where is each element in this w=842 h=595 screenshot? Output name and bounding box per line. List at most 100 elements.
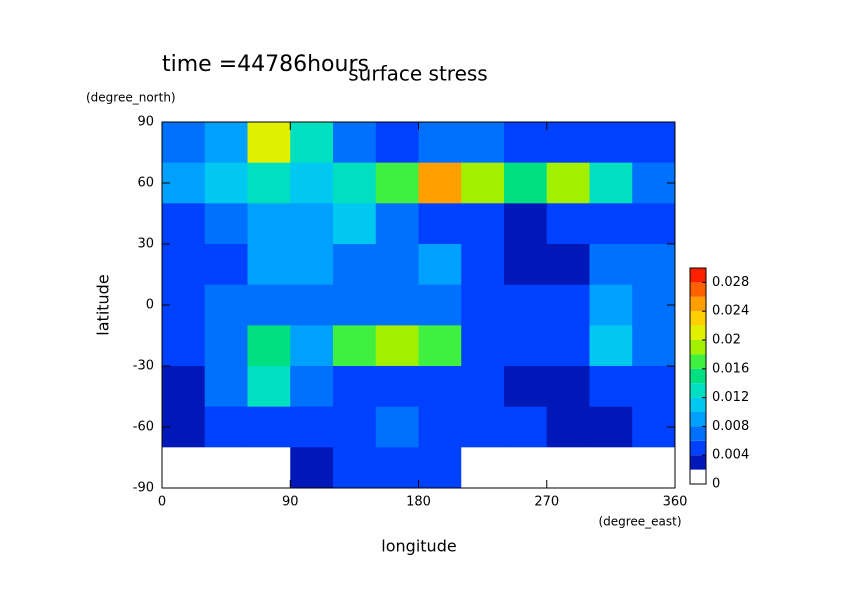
cell xyxy=(504,122,548,164)
x-unit: (degree_east) xyxy=(598,515,681,529)
y-unit: (degree_north) xyxy=(86,91,176,105)
cell xyxy=(418,122,462,164)
cell xyxy=(333,244,377,286)
colorbar-band xyxy=(690,469,706,484)
cell xyxy=(589,366,633,408)
cell xyxy=(375,406,419,448)
cell xyxy=(546,203,590,245)
cell xyxy=(546,284,590,326)
x-tick-label: 90 xyxy=(282,495,299,510)
cell xyxy=(290,406,334,448)
colorbar-band xyxy=(690,368,706,384)
cell xyxy=(290,162,334,204)
colorbar-band xyxy=(690,325,706,340)
cell xyxy=(204,447,248,489)
cell xyxy=(418,203,462,245)
y-tick-label: -90 xyxy=(133,481,154,496)
x-tick-label: 0 xyxy=(158,495,166,510)
cell xyxy=(333,203,377,245)
cell xyxy=(461,162,505,204)
cell xyxy=(504,406,548,448)
cell xyxy=(247,325,291,367)
cell xyxy=(375,325,419,367)
colorbar-band xyxy=(690,340,706,355)
y-tick-label: -30 xyxy=(133,359,154,374)
cell xyxy=(461,325,505,367)
cell xyxy=(504,244,548,286)
y-tick-label: 90 xyxy=(137,115,154,130)
cell xyxy=(504,162,548,204)
y-tick-label: 0 xyxy=(146,298,154,313)
colorbar-band xyxy=(690,311,706,326)
colorbar-tick-label: 0.004 xyxy=(712,448,749,463)
cell xyxy=(589,447,633,489)
cell xyxy=(418,284,462,326)
cell xyxy=(290,447,334,489)
cell xyxy=(375,284,419,326)
cell xyxy=(290,244,334,286)
cell xyxy=(247,366,291,408)
cell xyxy=(247,244,291,286)
cell xyxy=(204,122,248,164)
cell xyxy=(589,325,633,367)
cell xyxy=(162,203,206,245)
cell xyxy=(632,325,676,367)
cell xyxy=(247,284,291,326)
colorbar-band xyxy=(690,426,706,441)
colorbar-band xyxy=(690,455,706,470)
cell xyxy=(333,325,377,367)
cell xyxy=(375,203,419,245)
cell xyxy=(632,447,676,489)
cell xyxy=(333,162,377,204)
cell xyxy=(418,162,462,204)
colorbar-tick-label: 0.016 xyxy=(712,361,749,376)
cell xyxy=(290,366,334,408)
cell xyxy=(333,122,377,164)
cell xyxy=(333,284,377,326)
y-tick-label: 30 xyxy=(137,237,154,252)
cell xyxy=(589,284,633,326)
colorbar-frame xyxy=(689,267,707,485)
cell xyxy=(290,203,334,245)
colorbar-band xyxy=(690,440,706,456)
cell xyxy=(333,447,377,489)
cell xyxy=(546,366,590,408)
cell xyxy=(546,162,590,204)
cell xyxy=(204,366,248,408)
cell xyxy=(333,406,377,448)
cell xyxy=(461,203,505,245)
cell xyxy=(290,122,334,164)
cell xyxy=(418,406,462,448)
cell xyxy=(247,122,291,164)
y-axis-label: latitude xyxy=(94,274,113,335)
cell xyxy=(247,406,291,448)
cell xyxy=(247,162,291,204)
cell xyxy=(632,203,676,245)
cell xyxy=(247,447,291,489)
colorbar-band xyxy=(690,282,706,297)
cell xyxy=(589,244,633,286)
chart-title: surface stress xyxy=(348,62,487,86)
cell xyxy=(504,447,548,489)
cell xyxy=(375,366,419,408)
colorbar-tick-label: 0 xyxy=(712,477,720,492)
cell xyxy=(162,325,206,367)
cell xyxy=(204,325,248,367)
cell xyxy=(162,447,206,489)
colorbar-band xyxy=(690,268,706,283)
cell xyxy=(589,122,633,164)
cell xyxy=(375,122,419,164)
colorbar-band xyxy=(690,354,706,369)
cell xyxy=(418,244,462,286)
cell xyxy=(546,122,590,164)
cell xyxy=(589,406,633,448)
cell xyxy=(632,366,676,408)
colorbar-band xyxy=(690,397,706,412)
colorbar-tick-label: 0.02 xyxy=(712,333,741,348)
cell xyxy=(546,447,590,489)
x-axis-label: longitude xyxy=(381,537,456,556)
cell xyxy=(589,162,633,204)
cell xyxy=(461,366,505,408)
colorbar-band xyxy=(690,296,706,312)
cell xyxy=(204,284,248,326)
